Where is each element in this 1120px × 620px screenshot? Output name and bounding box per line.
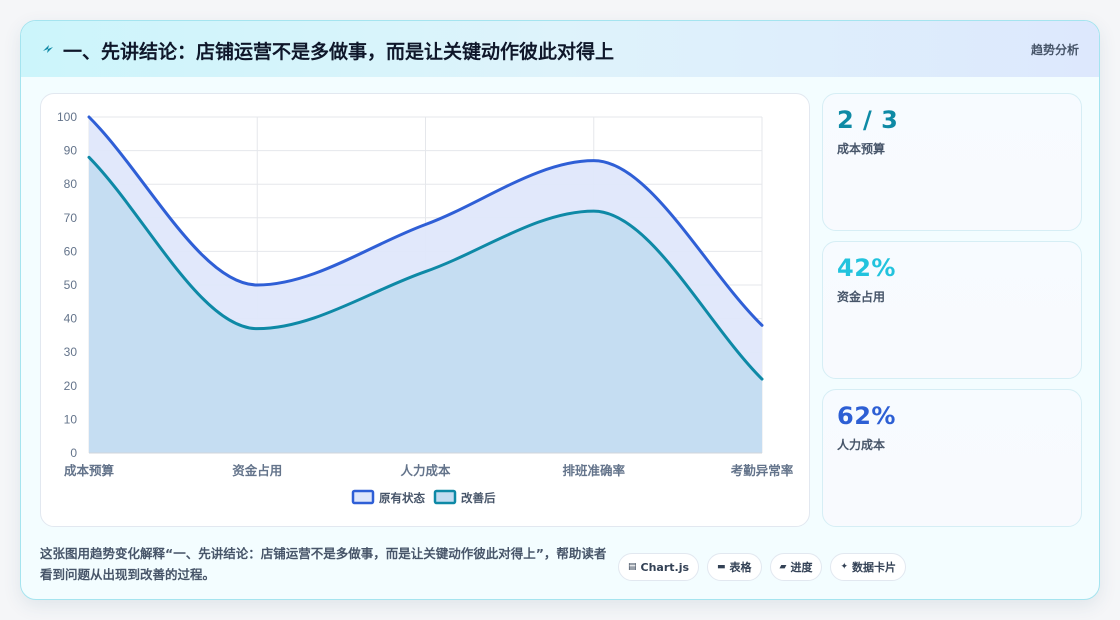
pill-label: 数据卡片 bbox=[852, 561, 897, 574]
chart-description: 这张图用趋势变化解释“一、先讲结论：店铺运营不是多做事，而是让关键动作彼此对得上… bbox=[40, 546, 607, 582]
table-icon: ▬ bbox=[717, 562, 726, 572]
series-area-2 bbox=[89, 157, 762, 453]
kpi-label: 资金占用 bbox=[837, 290, 886, 304]
progress-icon: ▰ bbox=[779, 562, 787, 572]
y-tick-label: 20 bbox=[64, 379, 78, 393]
pill-label: 进度 bbox=[790, 561, 813, 574]
area-chart: 0 10 20 30 40 50 60 70 80 90 100 成本预算 资金占用 人力成本 排班准确率 考… bbox=[57, 110, 794, 505]
x-tick-label: 人力成本 bbox=[400, 463, 451, 478]
y-tick-label: 70 bbox=[64, 211, 78, 225]
pill-chartjs[interactable]: ▤ Chart.js bbox=[618, 553, 700, 581]
pill-label: Chart.js bbox=[640, 560, 690, 574]
section-tag: 趋势分析 bbox=[1030, 43, 1079, 57]
main-card: 一、先讲结论：店铺运营不是多做事，而是让关键动作彼此对得上 趋势分析 0 10 20… bbox=[20, 20, 1100, 600]
legend-label-1: 原有状态 bbox=[379, 491, 425, 505]
kpi-value: 62% bbox=[837, 402, 896, 430]
sparkle-icon: ✦ bbox=[840, 562, 849, 572]
series-line-1 bbox=[87, 115, 764, 327]
pill-data-card[interactable]: ✦ 数据卡片 bbox=[830, 553, 907, 581]
y-tick-label: 0 bbox=[70, 446, 77, 460]
kpi-value: 2 / 3 bbox=[837, 106, 899, 134]
kpi-value: 42% bbox=[837, 254, 896, 282]
kpi-label: 成本预算 bbox=[837, 142, 886, 156]
chart-panel: 0 10 20 30 40 50 60 70 80 90 100 成本预算 资金占用 人力成本 排班准确率 考… bbox=[40, 93, 810, 527]
x-tick-label: 排班准确率 bbox=[562, 463, 625, 478]
lightning-icon bbox=[43, 45, 53, 53]
series-line-2 bbox=[87, 155, 764, 381]
legend-label-2: 改善后 bbox=[461, 491, 496, 505]
y-tick-label: 100 bbox=[57, 110, 77, 124]
y-tick-label: 50 bbox=[64, 278, 78, 292]
kpi-card-1: 2 / 3 成本预算 bbox=[822, 93, 1082, 231]
y-tick-label: 30 bbox=[64, 345, 78, 359]
kpi-card-3: 62% 人力成本 bbox=[822, 389, 1082, 527]
chart-icon: ▤ bbox=[628, 562, 637, 572]
pill-label: 表格 bbox=[729, 561, 752, 574]
legend-swatch-1 bbox=[351, 489, 375, 505]
y-tick-label: 80 bbox=[64, 177, 78, 191]
y-tick-label: 10 bbox=[64, 412, 78, 426]
pill-progress[interactable]: ▰ 进度 bbox=[769, 553, 823, 581]
card-header: 一、先讲结论：店铺运营不是多做事，而是让关键动作彼此对得上 趋势分析 bbox=[21, 21, 1099, 77]
y-tick-label: 40 bbox=[64, 312, 78, 326]
y-tick-label: 90 bbox=[64, 144, 78, 158]
kpi-card-2: 42% 资金占用 bbox=[822, 241, 1082, 379]
x-tick-label: 考勤异常率 bbox=[731, 463, 794, 478]
legend-swatch-2 bbox=[433, 489, 457, 505]
kpi-label: 人力成本 bbox=[837, 438, 886, 452]
x-tick-label: 资金占用 bbox=[232, 463, 282, 478]
y-tick-label: 60 bbox=[64, 244, 78, 258]
pill-table[interactable]: ▬ 表格 bbox=[707, 553, 762, 581]
x-tick-label: 成本预算 bbox=[64, 463, 115, 478]
tag-pills: ▤ Chart.js ▬ 表格 ▰ 进度 ✦ 数据卡片 bbox=[618, 553, 907, 581]
page-title: 一、先讲结论：店铺运营不是多做事，而是让关键动作彼此对得上 bbox=[63, 41, 615, 63]
